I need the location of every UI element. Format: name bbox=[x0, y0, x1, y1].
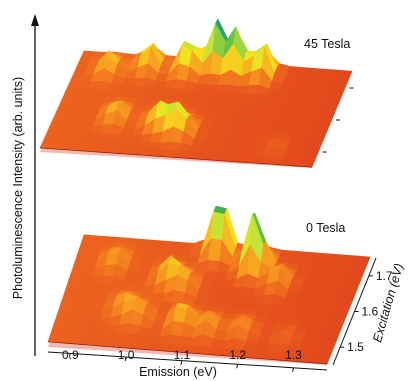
surface-cell bbox=[331, 315, 347, 325]
emission-axis-line bbox=[47, 351, 328, 371]
surface-cell bbox=[308, 142, 323, 150]
emission-tick bbox=[180, 360, 183, 365]
surface-cell bbox=[345, 282, 360, 291]
surface-cell bbox=[353, 262, 368, 271]
surface-cell bbox=[303, 154, 318, 162]
emission-tick-label: 1.1 bbox=[174, 348, 191, 362]
surface-cell bbox=[337, 302, 352, 311]
emission-tick-label: 0.9 bbox=[62, 348, 79, 362]
emission-axis: 0.9 1.0 1.1 1.2 1.3 bbox=[47, 348, 328, 372]
surface-cell bbox=[334, 309, 349, 318]
panel-label-45-tesla: 45 Tesla bbox=[304, 37, 350, 51]
surface-cell bbox=[315, 356, 331, 365]
excitation-axis: 1.5 1.6 1.7 bbox=[322, 87, 393, 366]
surface-cell bbox=[355, 255, 371, 265]
surface-cell bbox=[331, 88, 345, 96]
surface-front-edge bbox=[39, 147, 313, 168]
y-axis-label: Photoluminescence Intensity (arb. units) bbox=[11, 77, 25, 299]
intensity-axis: Photoluminescence Intensity (arb. units) bbox=[11, 14, 39, 356]
emission-tick bbox=[68, 353, 71, 358]
emission-tick bbox=[236, 364, 239, 369]
x-axis-label: Emission (eV) bbox=[139, 365, 217, 379]
emission-tick bbox=[124, 356, 127, 362]
surface-cell bbox=[313, 130, 328, 138]
panel-label-0-tesla: 0 Tesla bbox=[306, 221, 345, 235]
surface-cell bbox=[338, 70, 353, 78]
emission-tick-label: 1.0 bbox=[118, 348, 135, 362]
emission-tick bbox=[292, 367, 295, 372]
excitation-tick-label: 1.7 bbox=[376, 269, 393, 283]
emission-tick-label: 1.3 bbox=[285, 348, 302, 362]
surface-cell bbox=[350, 269, 366, 278]
surface-panel bbox=[39, 18, 353, 168]
excitation-tick-label: 1.6 bbox=[362, 305, 379, 319]
surface-panels bbox=[39, 18, 371, 365]
surface-cell bbox=[326, 100, 340, 108]
surface-cell bbox=[318, 118, 333, 126]
surface-front-edge bbox=[47, 341, 328, 365]
surface-cell bbox=[326, 329, 341, 338]
surface-cell bbox=[321, 342, 336, 351]
surface-cell bbox=[301, 160, 315, 168]
surface-cell bbox=[328, 94, 343, 102]
intensity-axis-arrow bbox=[31, 14, 39, 26]
surface-cell bbox=[342, 289, 358, 298]
surface-cell bbox=[316, 124, 330, 132]
surface-cell bbox=[333, 82, 348, 90]
surface-cell bbox=[329, 322, 344, 331]
surface-cell bbox=[323, 106, 338, 114]
emission-tick-label: 1.2 bbox=[229, 348, 246, 362]
surface-cell bbox=[347, 275, 363, 285]
surface-cell bbox=[306, 148, 320, 156]
surface-cell bbox=[323, 336, 339, 345]
surface-cell bbox=[339, 295, 355, 305]
surface-cell bbox=[318, 349, 333, 358]
surface-cell bbox=[311, 136, 325, 144]
surface-cell bbox=[321, 112, 335, 120]
surface-cell bbox=[336, 76, 350, 84]
surface-panel bbox=[47, 205, 371, 365]
excitation-tick-label: 1.5 bbox=[347, 340, 364, 354]
